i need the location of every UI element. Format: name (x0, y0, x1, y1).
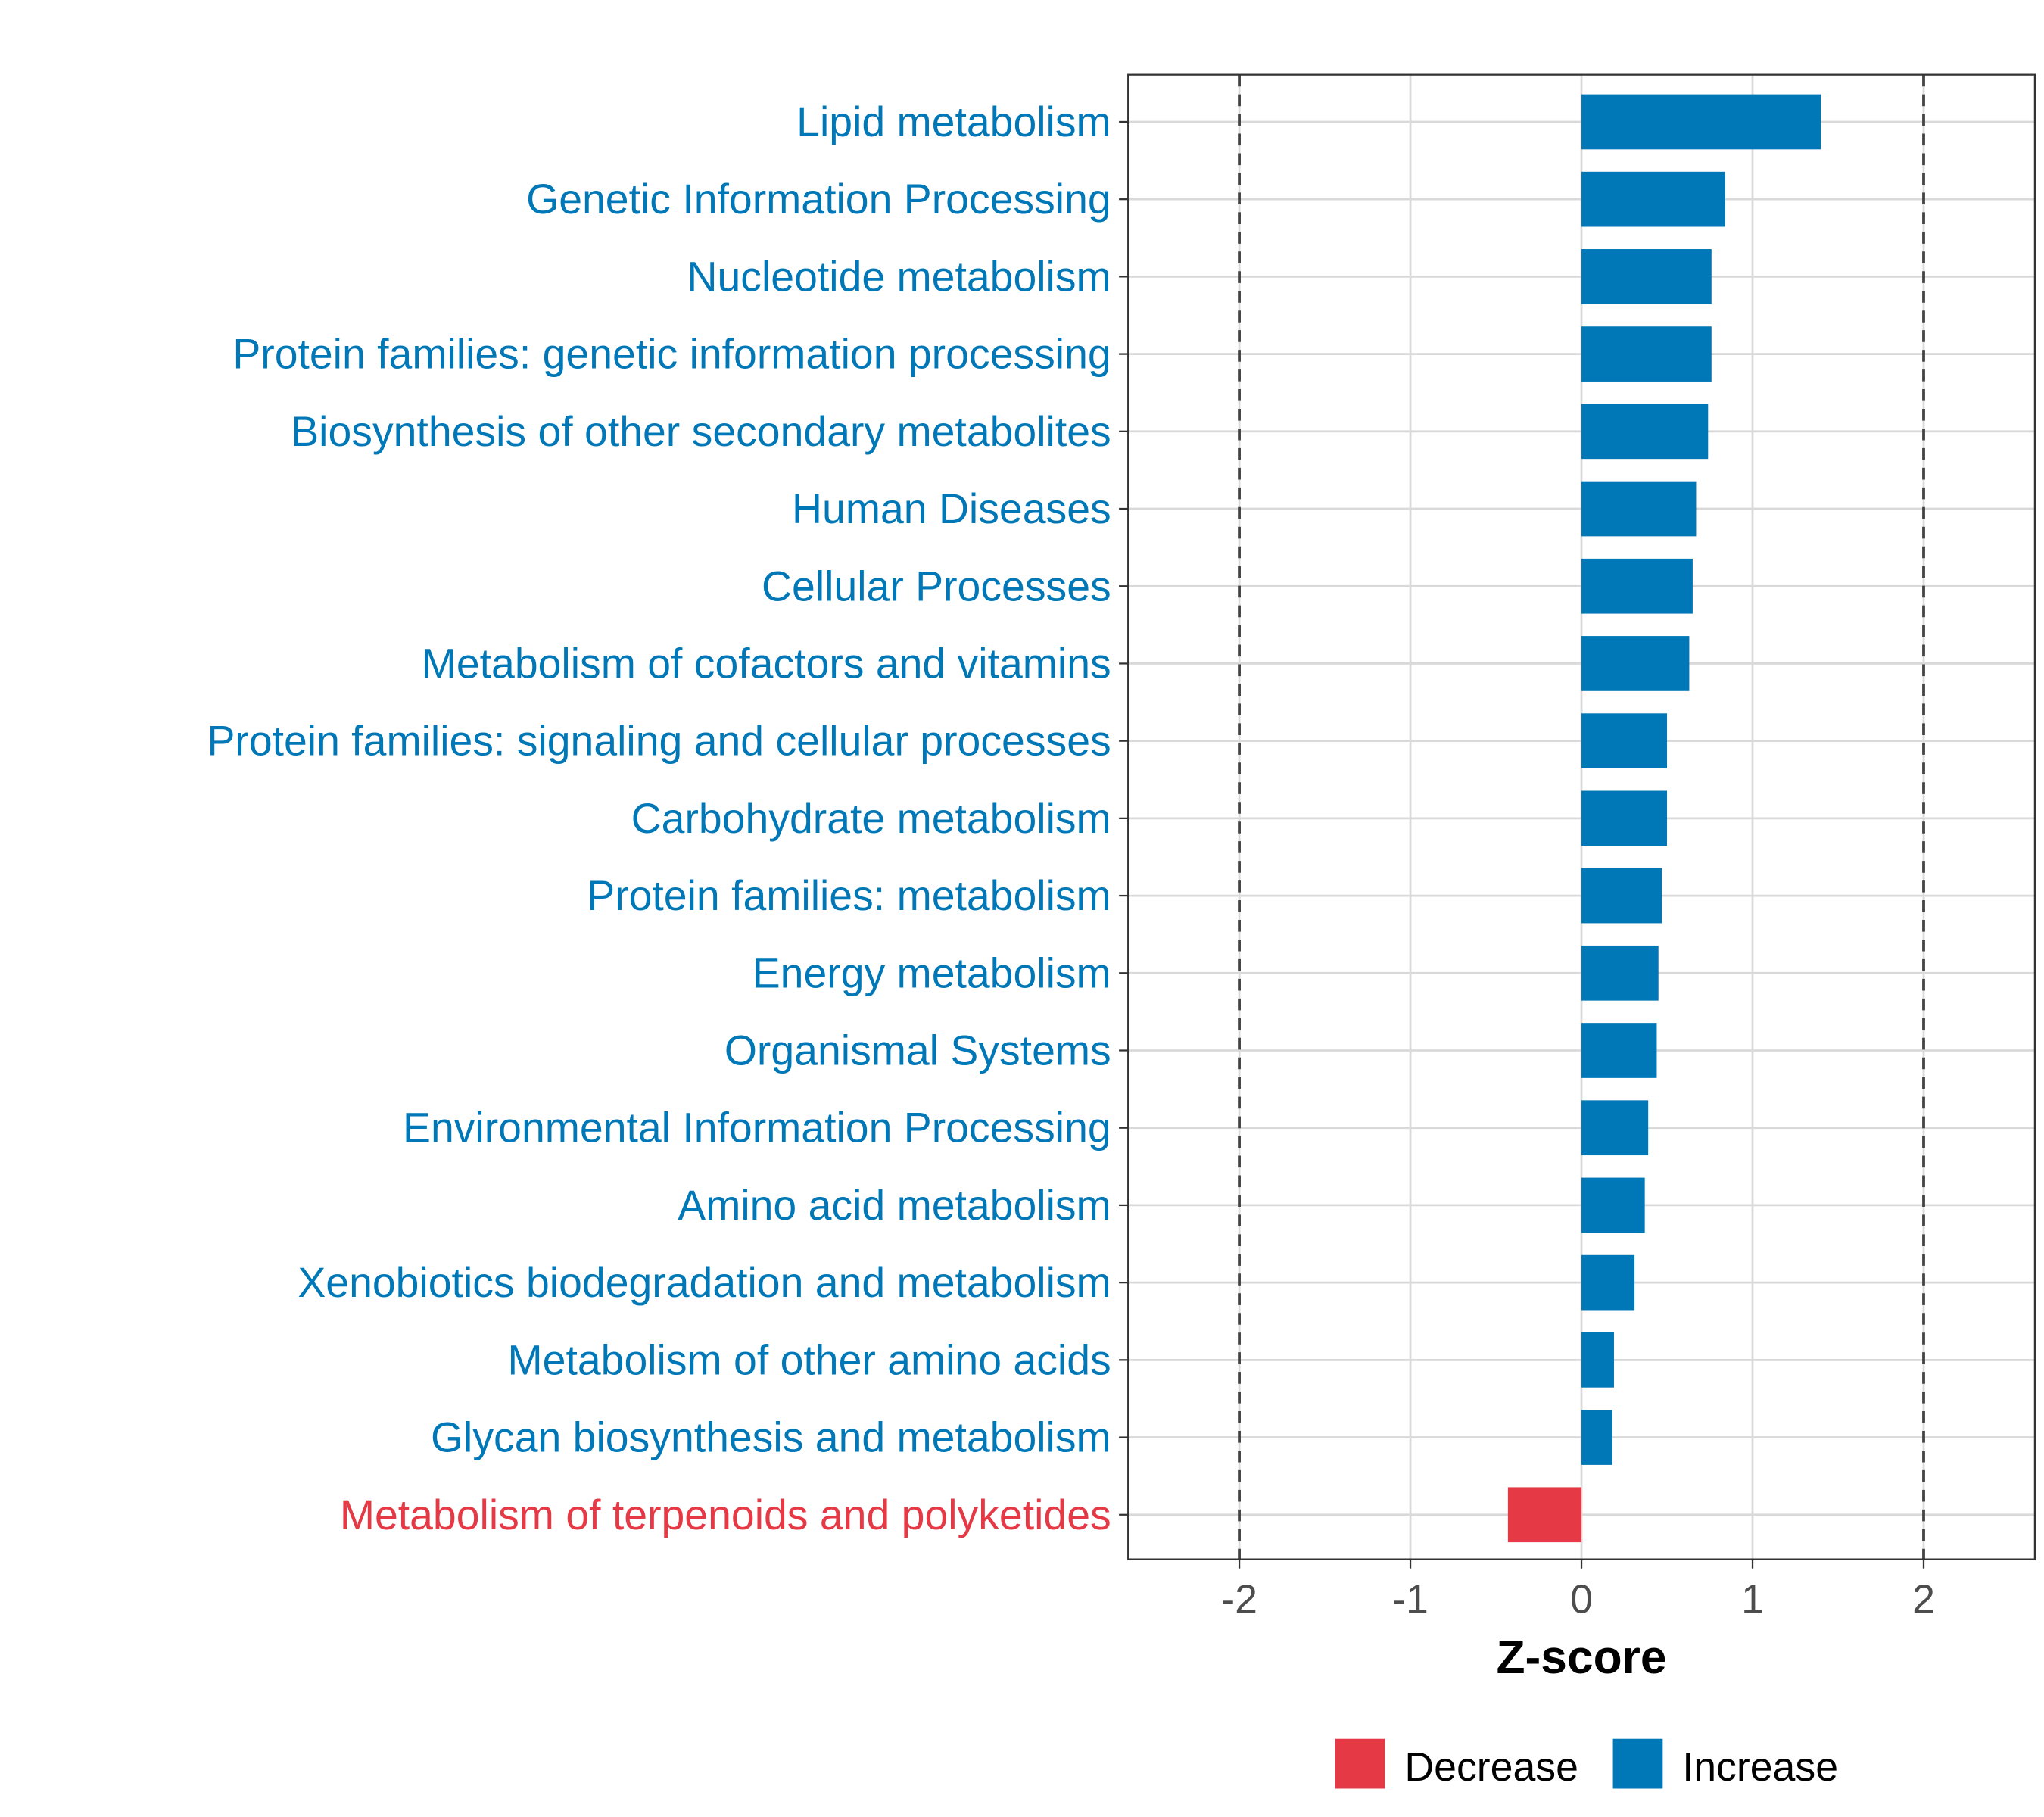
bar (1581, 868, 1662, 924)
y-tick-label: Glycan biosynthesis and metabolism (431, 1414, 1111, 1461)
y-tick-label: Human Diseases (792, 485, 1111, 532)
y-tick-label: Metabolism of other amino acids (508, 1336, 1111, 1383)
x-tick-label: 0 (1570, 1577, 1593, 1622)
y-tick-label: Energy metabolism (752, 949, 1111, 996)
bar (1581, 713, 1668, 768)
bar (1581, 1177, 1645, 1233)
bar (1581, 636, 1690, 691)
legend-label-increase: Increase (1682, 1744, 1838, 1790)
x-axis-title: Z-score (1497, 1632, 1667, 1684)
bar (1581, 1023, 1657, 1078)
bar (1581, 171, 1725, 227)
y-tick-label: Protein families: genetic information pr… (232, 331, 1111, 378)
y-tick-label: Metabolism of terpenoids and polyketides (340, 1491, 1111, 1538)
legend-label-decrease: Decrease (1404, 1744, 1578, 1790)
y-tick-label: Protein families: signaling and cellular… (207, 718, 1111, 765)
y-tick-label: Cellular Processes (762, 563, 1111, 609)
x-tick-label: -1 (1392, 1577, 1429, 1622)
bar (1581, 326, 1712, 382)
bar (1581, 1100, 1649, 1156)
x-tick-label: 1 (1741, 1577, 1764, 1622)
bar (1581, 404, 1709, 460)
y-tick-label: Nucleotide metabolism (687, 253, 1111, 300)
legend: Decrease Increase (1335, 1738, 1838, 1790)
y-tick-label: Protein families: metabolism (587, 872, 1111, 919)
y-tick-label: Biosynthesis of other secondary metaboli… (291, 408, 1111, 455)
bar (1581, 1332, 1614, 1388)
bar (1581, 94, 1821, 150)
bar (1507, 1487, 1582, 1543)
y-tick-label: Carbohydrate metabolism (631, 795, 1111, 842)
legend-swatch-increase (1612, 1738, 1663, 1789)
y-tick-label: Xenobiotics biodegradation and metabolis… (298, 1259, 1111, 1306)
legend-swatch-decrease (1335, 1738, 1385, 1789)
reference-lines (1238, 74, 1925, 1560)
bars (1507, 94, 1821, 1543)
y-tick-label: Lipid metabolism (796, 98, 1111, 145)
bar (1581, 790, 1668, 846)
y-axis-labels: Lipid metabolism Genetic Information Proc… (207, 98, 1129, 1538)
bar (1581, 1254, 1635, 1311)
x-tick-label: 2 (1912, 1577, 1935, 1622)
y-tick-label: Metabolism of cofactors and vitamins (422, 640, 1111, 687)
bar (1581, 945, 1659, 1001)
bar (1581, 558, 1693, 614)
bar (1581, 249, 1712, 304)
bar (1581, 481, 1697, 537)
y-tick-label: Organismal Systems (724, 1027, 1111, 1074)
x-axis-ticks: -2 -1 0 1 2 (1221, 1559, 1935, 1622)
y-tick-label: Amino acid metabolism (678, 1182, 1111, 1229)
x-tick-label: -2 (1221, 1577, 1257, 1622)
bar (1581, 1410, 1612, 1465)
y-tick-label: Environmental Information Processing (403, 1105, 1111, 1152)
y-tick-label: Genetic Information Processing (526, 176, 1111, 223)
